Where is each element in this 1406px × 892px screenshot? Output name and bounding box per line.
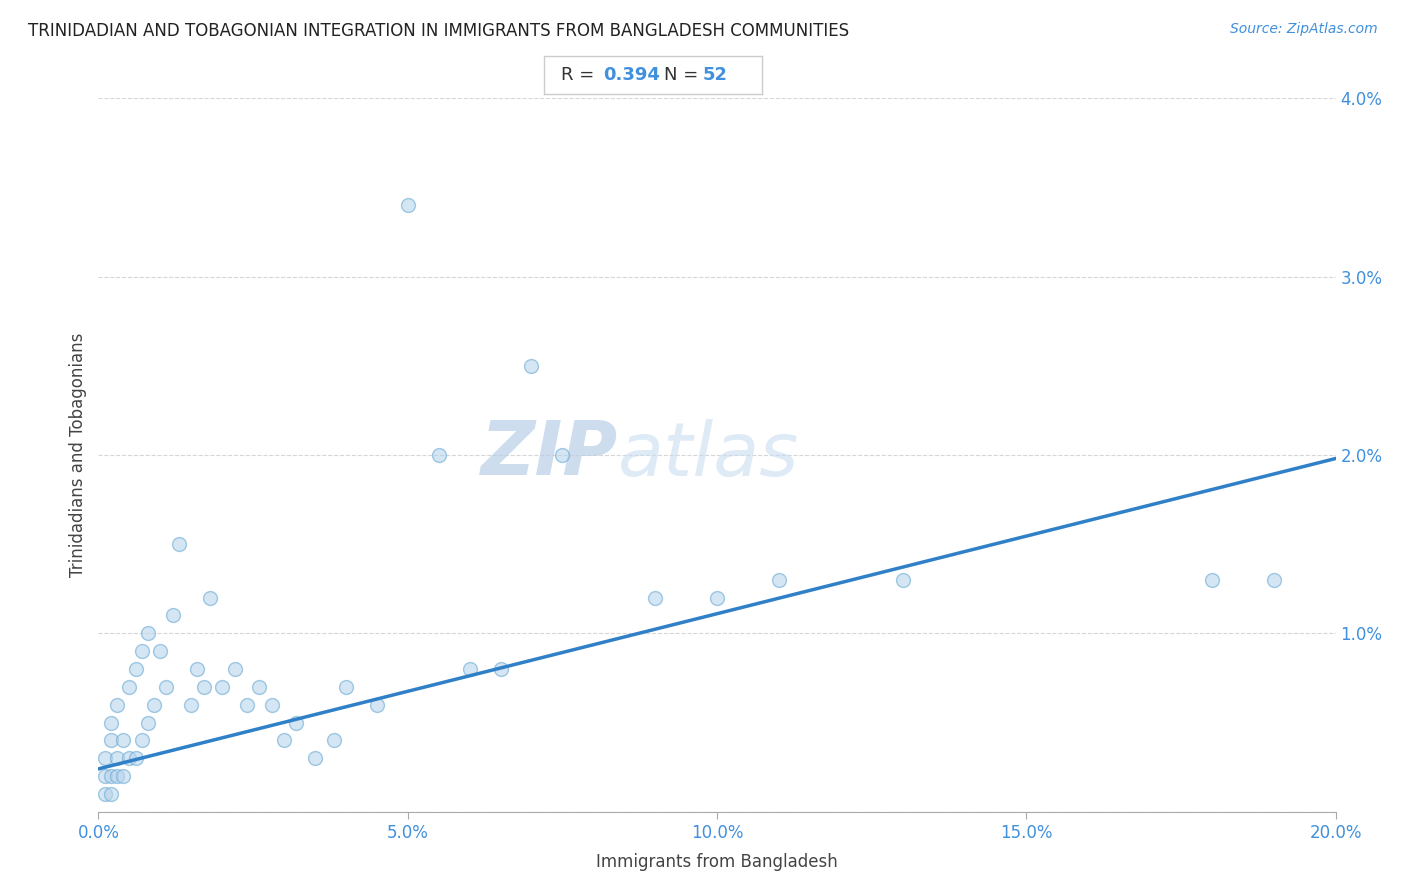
Point <box>124 751 146 765</box>
Point <box>93 769 115 783</box>
Point <box>118 680 141 694</box>
Point <box>143 698 166 712</box>
Text: 0.394: 0.394 <box>603 66 659 84</box>
Point <box>100 715 122 730</box>
Point <box>100 787 122 801</box>
Point <box>198 591 221 605</box>
Point <box>224 662 246 676</box>
Point <box>247 680 270 694</box>
Point <box>100 733 122 747</box>
Text: Source: ZipAtlas.com: Source: ZipAtlas.com <box>1230 22 1378 37</box>
Point <box>427 448 450 462</box>
Point <box>180 698 202 712</box>
Point <box>162 608 184 623</box>
Text: ZIP: ZIP <box>481 418 619 491</box>
Point <box>105 698 128 712</box>
Point <box>396 198 419 212</box>
Point <box>706 591 728 605</box>
Point <box>644 591 666 605</box>
Point <box>105 769 128 783</box>
Point <box>304 751 326 765</box>
Point <box>236 698 259 712</box>
Point <box>93 787 115 801</box>
Point <box>167 537 190 551</box>
Point <box>131 644 153 658</box>
Point <box>118 751 141 765</box>
Point <box>136 626 159 640</box>
Point <box>260 698 283 712</box>
Point <box>112 769 135 783</box>
Point <box>136 715 159 730</box>
Point <box>100 769 122 783</box>
Point <box>458 662 481 676</box>
Point <box>93 751 115 765</box>
Point <box>335 680 357 694</box>
Text: R =: R = <box>561 66 600 84</box>
Point <box>489 662 512 676</box>
Point <box>366 698 388 712</box>
Point <box>131 733 153 747</box>
Point <box>285 715 308 730</box>
Text: N =: N = <box>664 66 703 84</box>
Point <box>211 680 233 694</box>
Point <box>551 448 574 462</box>
Point <box>322 733 344 747</box>
Point <box>1263 573 1285 587</box>
Text: TRINIDADIAN AND TOBAGONIAN INTEGRATION IN IMMIGRANTS FROM BANGLADESH COMMUNITIES: TRINIDADIAN AND TOBAGONIAN INTEGRATION I… <box>28 22 849 40</box>
Text: atlas: atlas <box>619 419 800 491</box>
Point <box>520 359 543 373</box>
Point <box>186 662 208 676</box>
X-axis label: Immigrants from Bangladesh: Immigrants from Bangladesh <box>596 853 838 871</box>
Text: 52: 52 <box>703 66 728 84</box>
Point <box>273 733 295 747</box>
Point <box>193 680 215 694</box>
Point <box>155 680 177 694</box>
Point <box>768 573 790 587</box>
Point <box>149 644 172 658</box>
Point <box>891 573 914 587</box>
Point <box>1201 573 1223 587</box>
Point <box>124 662 146 676</box>
Y-axis label: Trinidadians and Tobagonians: Trinidadians and Tobagonians <box>69 333 87 577</box>
Point <box>112 733 135 747</box>
Point <box>105 751 128 765</box>
